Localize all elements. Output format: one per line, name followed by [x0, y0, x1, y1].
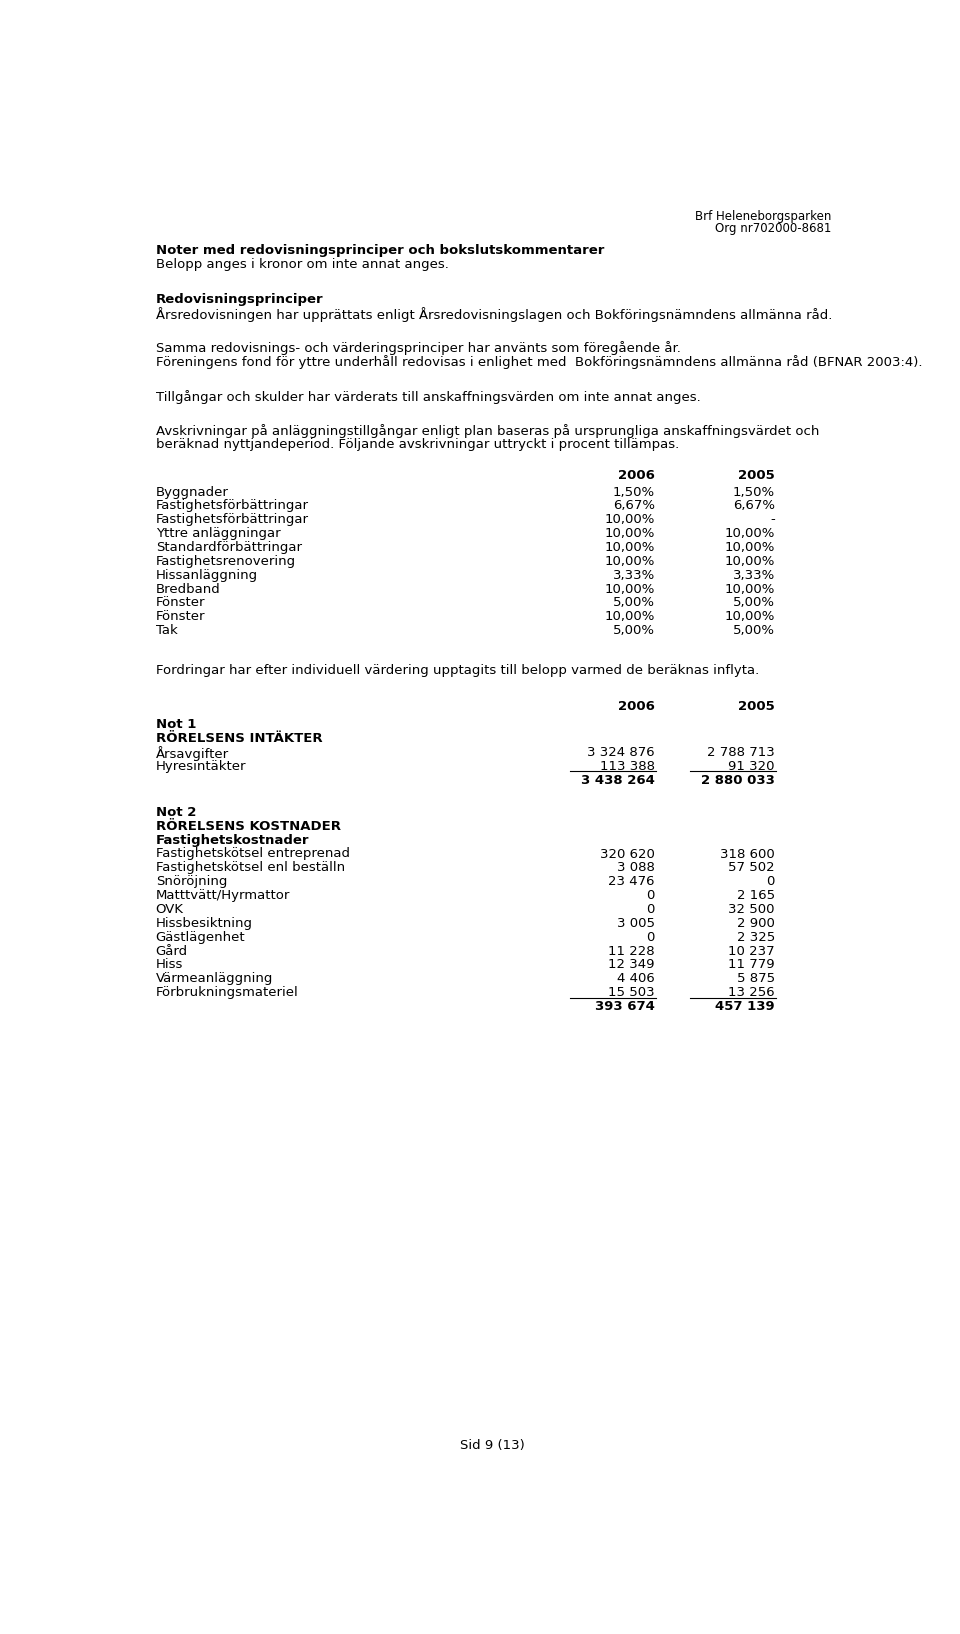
Text: 6,67%: 6,67%: [612, 500, 655, 513]
Text: 0: 0: [646, 931, 655, 944]
Text: 10,00%: 10,00%: [605, 611, 655, 623]
Text: Standardförbättringar: Standardförbättringar: [156, 541, 301, 554]
Text: 5,00%: 5,00%: [732, 596, 775, 609]
Text: Årsredovisningen har upprättats enligt Årsredovisningslagen och Bokföringsnämnde: Årsredovisningen har upprättats enligt Å…: [156, 307, 832, 322]
Text: 3 005: 3 005: [616, 917, 655, 930]
Text: Fastighetskostnader: Fastighetskostnader: [156, 833, 309, 846]
Text: 10,00%: 10,00%: [725, 611, 775, 623]
Text: 1,50%: 1,50%: [732, 485, 775, 498]
Text: Årsavgifter: Årsavgifter: [156, 745, 228, 761]
Text: 2006: 2006: [618, 469, 655, 482]
Text: Bredband: Bredband: [156, 583, 221, 596]
Text: 10,00%: 10,00%: [605, 541, 655, 554]
Text: 10,00%: 10,00%: [605, 583, 655, 596]
Text: 2 880 033: 2 880 033: [701, 773, 775, 786]
Text: Tak: Tak: [156, 624, 178, 637]
Text: 5 875: 5 875: [736, 972, 775, 985]
Text: 32 500: 32 500: [729, 904, 775, 917]
Text: OVK: OVK: [156, 904, 183, 917]
Text: Brf Heleneborgsparken: Brf Heleneborgsparken: [695, 209, 831, 222]
Text: Fastighetskötsel enl beställn: Fastighetskötsel enl beställn: [156, 861, 345, 874]
Text: 113 388: 113 388: [600, 760, 655, 773]
Text: Fastighetsförbättringar: Fastighetsförbättringar: [156, 513, 309, 526]
Text: Fastighetsrenovering: Fastighetsrenovering: [156, 556, 296, 569]
Text: Snöröjning: Snöröjning: [156, 876, 227, 889]
Text: Not 2: Not 2: [156, 806, 196, 819]
Text: Byggnader: Byggnader: [156, 485, 228, 498]
Text: 2 165: 2 165: [736, 889, 775, 902]
Text: Fastighetskötsel entreprenad: Fastighetskötsel entreprenad: [156, 848, 349, 861]
Text: 10,00%: 10,00%: [605, 513, 655, 526]
Text: 5,00%: 5,00%: [612, 624, 655, 637]
Text: 12 349: 12 349: [609, 959, 655, 971]
Text: Yttre anläggningar: Yttre anläggningar: [156, 528, 280, 541]
Text: 2005: 2005: [738, 469, 775, 482]
Text: 15 503: 15 503: [608, 985, 655, 998]
Text: 0: 0: [646, 904, 655, 917]
Text: Avskrivningar på anläggningstillgångar enligt plan baseras på ursprungliga anska: Avskrivningar på anläggningstillgångar e…: [156, 423, 819, 438]
Text: 2 788 713: 2 788 713: [708, 745, 775, 758]
Text: Redovisningsprinciper: Redovisningsprinciper: [156, 292, 324, 306]
Text: 0: 0: [646, 889, 655, 902]
Text: Hissbesiktning: Hissbesiktning: [156, 917, 252, 930]
Text: Fordringar har efter individuell värdering upptagits till belopp varmed de beräk: Fordringar har efter individuell värderi…: [156, 665, 759, 676]
Text: Noter med redovisningsprinciper och bokslutskommentarer: Noter med redovisningsprinciper och boks…: [156, 243, 604, 257]
Text: 393 674: 393 674: [595, 1000, 655, 1013]
Text: Förbrukningsmateriel: Förbrukningsmateriel: [156, 985, 299, 998]
Text: Sid 9 (13): Sid 9 (13): [460, 1440, 524, 1453]
Text: Hissanläggning: Hissanläggning: [156, 569, 258, 582]
Text: 10,00%: 10,00%: [725, 541, 775, 554]
Text: 318 600: 318 600: [720, 848, 775, 861]
Text: Föreningens fond för yttre underhåll redovisas i enlighet med  Bokföringsnämnden: Föreningens fond för yttre underhåll red…: [156, 355, 923, 369]
Text: 457 139: 457 139: [715, 1000, 775, 1013]
Text: Gård: Gård: [156, 944, 188, 958]
Text: 10,00%: 10,00%: [725, 528, 775, 541]
Text: 0: 0: [766, 876, 775, 889]
Text: 11 779: 11 779: [729, 959, 775, 971]
Text: Fönster: Fönster: [156, 611, 205, 623]
Text: 5,00%: 5,00%: [612, 596, 655, 609]
Text: 3 324 876: 3 324 876: [588, 745, 655, 758]
Text: 320 620: 320 620: [600, 848, 655, 861]
Text: 2005: 2005: [738, 699, 775, 712]
Text: Hyresintäkter: Hyresintäkter: [156, 760, 246, 773]
Text: 10,00%: 10,00%: [725, 556, 775, 569]
Text: 2006: 2006: [618, 699, 655, 712]
Text: Matttvätt/Hyrmattor: Matttvätt/Hyrmattor: [156, 889, 290, 902]
Text: 2 325: 2 325: [736, 931, 775, 944]
Text: 23 476: 23 476: [609, 876, 655, 889]
Text: 5,00%: 5,00%: [732, 624, 775, 637]
Text: beräknad nyttjandeperiod. Följande avskrivningar uttryckt i procent tillämpas.: beräknad nyttjandeperiod. Följande avskr…: [156, 438, 679, 451]
Text: Org nr702000-8681: Org nr702000-8681: [715, 222, 831, 235]
Text: 57 502: 57 502: [729, 861, 775, 874]
Text: 6,67%: 6,67%: [732, 500, 775, 513]
Text: 3 088: 3 088: [617, 861, 655, 874]
Text: 10 237: 10 237: [729, 944, 775, 958]
Text: 1,50%: 1,50%: [612, 485, 655, 498]
Text: Belopp anges i kronor om inte annat anges.: Belopp anges i kronor om inte annat ange…: [156, 258, 448, 271]
Text: Fönster: Fönster: [156, 596, 205, 609]
Text: RÖRELSENS KOSTNADER: RÖRELSENS KOSTNADER: [156, 820, 341, 833]
Text: 3,33%: 3,33%: [612, 569, 655, 582]
Text: 10,00%: 10,00%: [725, 583, 775, 596]
Text: Samma redovisnings- och värderingsprinciper har använts som föregående år.: Samma redovisnings- och värderingsprinci…: [156, 342, 681, 355]
Text: Not 1: Not 1: [156, 717, 196, 730]
Text: 3,33%: 3,33%: [732, 569, 775, 582]
Text: 4 406: 4 406: [617, 972, 655, 985]
Text: Fastighetsförbättringar: Fastighetsförbättringar: [156, 500, 309, 513]
Text: 3 438 264: 3 438 264: [581, 773, 655, 786]
Text: Värmeanläggning: Värmeanläggning: [156, 972, 273, 985]
Text: 10,00%: 10,00%: [605, 528, 655, 541]
Text: RÖRELSENS INTÄKTER: RÖRELSENS INTÄKTER: [156, 732, 323, 745]
Text: Gästlägenhet: Gästlägenhet: [156, 931, 245, 944]
Text: 11 228: 11 228: [608, 944, 655, 958]
Text: Tillgångar och skulder har värderats till anskaffningsvärden om inte annat anges: Tillgångar och skulder har värderats til…: [156, 391, 701, 404]
Text: 91 320: 91 320: [729, 760, 775, 773]
Text: 10,00%: 10,00%: [605, 556, 655, 569]
Text: Hiss: Hiss: [156, 959, 183, 971]
Text: 2 900: 2 900: [737, 917, 775, 930]
Text: 13 256: 13 256: [729, 985, 775, 998]
Text: -: -: [770, 513, 775, 526]
